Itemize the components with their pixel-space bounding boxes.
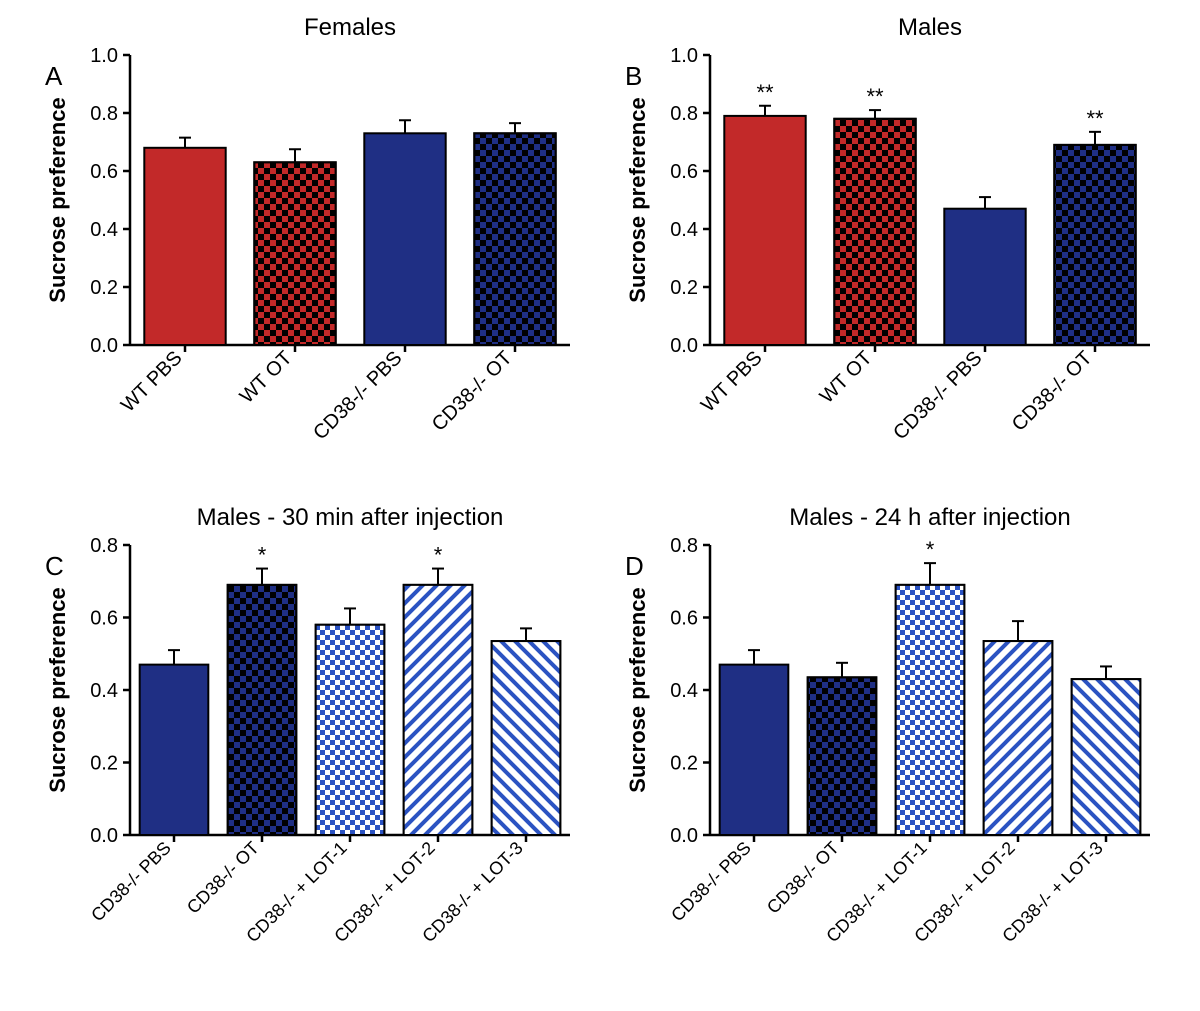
y-tick-label: 0.8	[90, 103, 118, 125]
significance-marker: **	[756, 80, 774, 105]
x-category-label: CD38-/- OT	[428, 347, 517, 436]
y-tick-label: 0.0	[90, 335, 118, 357]
bar-pattern	[1072, 679, 1141, 835]
panel-title: Males - 24 h after injection	[789, 504, 1070, 531]
y-tick-label: 0.2	[670, 753, 698, 775]
y-tick-label: 1.0	[90, 45, 118, 67]
significance-marker: **	[866, 84, 884, 109]
x-category-label: CD38-/- PBS	[667, 838, 755, 926]
x-category-label: WT OT	[816, 347, 877, 408]
y-axis-label: Sucrose preference	[625, 97, 650, 302]
panel-a: A Females Sucrose preference 0.0 0.2 0.4 0.6 0.…	[0, 0, 600, 500]
x-category-label: WT OT	[236, 347, 297, 408]
bar	[720, 665, 789, 835]
figure-root: A Females Sucrose preference 0.0 0.2 0.4 0.6 0.…	[0, 0, 1200, 1011]
x-category-label: CD38-/- PBS	[309, 347, 406, 444]
y-tick-label: 0.6	[670, 608, 698, 630]
y-tick-label: 0.8	[90, 535, 118, 557]
bar-pattern	[1054, 145, 1135, 345]
significance-marker: *	[258, 543, 267, 568]
y-axis-label: Sucrose preference	[45, 587, 70, 792]
y-tick-label: 0.6	[90, 608, 118, 630]
panel-d-svg: D Males - 24 h after injection Sucrose pre…	[600, 490, 1200, 1010]
bar-pattern	[316, 625, 385, 835]
bar-pattern	[896, 585, 965, 835]
y-tick-label: 0.4	[670, 219, 698, 241]
y-tick-label: 0.6	[670, 161, 698, 183]
panel-title: Females	[304, 14, 396, 41]
panel-b-svg: B Males Sucrose preference 0.0 0.2 0.4 0.6 0.8 1…	[600, 0, 1200, 500]
y-tick-label: 0.4	[670, 680, 698, 702]
bar-pattern	[808, 677, 877, 835]
x-category-label: CD38-/- PBS	[889, 347, 986, 444]
y-axis-label: Sucrose preference	[625, 587, 650, 792]
bar	[364, 133, 445, 345]
y-tick-label: 0.4	[90, 219, 118, 241]
y-tick-label: 0.8	[670, 535, 698, 557]
y-tick-label: 0.6	[90, 161, 118, 183]
x-category-label: CD38-/- PBS	[87, 838, 175, 926]
y-tick-label: 1.0	[670, 45, 698, 67]
panel-c-svg: C Males - 30 min after injection Sucrose p…	[0, 490, 600, 1010]
panel-label: D	[625, 551, 644, 581]
panel-c: C Males - 30 min after injection Sucrose p…	[0, 490, 600, 1010]
panel-b: B Males Sucrose preference 0.0 0.2 0.4 0.6 0.8 1…	[600, 0, 1200, 500]
y-tick-label: 0.2	[90, 753, 118, 775]
x-category-label: WT PBS	[117, 347, 187, 417]
y-tick-label: 0.8	[670, 103, 698, 125]
bar-pattern	[474, 133, 555, 345]
y-tick-label: 0.0	[670, 335, 698, 357]
y-tick-label: 0.0	[90, 825, 118, 847]
y-tick-label: 0.2	[670, 277, 698, 299]
bar-pattern	[984, 641, 1053, 835]
bar-pattern	[834, 119, 915, 345]
significance-marker: *	[434, 543, 443, 568]
panel-label: A	[45, 61, 63, 91]
panel-title: Males	[898, 14, 962, 41]
bar	[944, 209, 1025, 345]
panel-title: Males - 30 min after injection	[197, 504, 504, 531]
x-category-label: CD38-/- OT	[183, 838, 263, 918]
panel-d: D Males - 24 h after injection Sucrose pre…	[600, 490, 1200, 1010]
panel-label: C	[45, 551, 64, 581]
bar-pattern	[492, 641, 561, 835]
bar	[140, 665, 209, 835]
y-tick-label: 0.0	[670, 825, 698, 847]
panel-a-svg: A Females Sucrose preference 0.0 0.2 0.4 0.6 0.…	[0, 0, 600, 500]
x-category-label: WT PBS	[697, 347, 767, 417]
y-tick-label: 0.2	[90, 277, 118, 299]
bar	[724, 116, 805, 345]
bar-pattern	[404, 585, 473, 835]
panel-label: B	[625, 61, 642, 91]
bar	[144, 148, 225, 345]
y-axis-label: Sucrose preference	[45, 97, 70, 302]
significance-marker: *	[926, 537, 935, 562]
x-category-label: CD38-/- OT	[1008, 347, 1097, 436]
significance-marker: **	[1086, 106, 1104, 131]
bar-pattern	[228, 585, 297, 835]
bar-pattern	[254, 162, 335, 345]
x-category-label: CD38-/- OT	[763, 838, 843, 918]
y-tick-label: 0.4	[90, 680, 118, 702]
